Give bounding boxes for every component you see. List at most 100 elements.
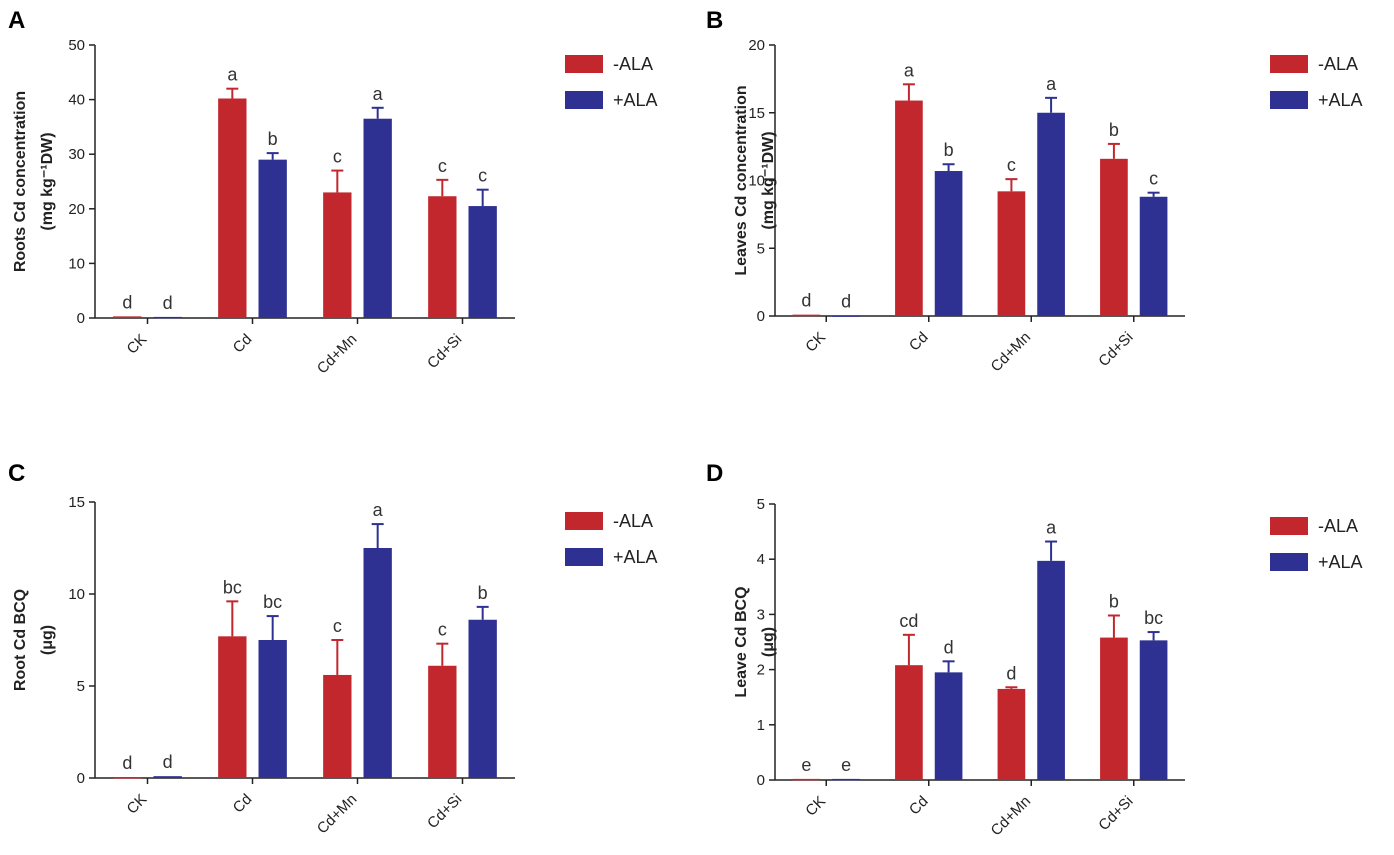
significance-letter: d — [163, 293, 173, 313]
bar-plusala — [934, 672, 963, 780]
bar-plusala — [153, 316, 182, 319]
panel-d: D 0 1 2 3 4 5 Leave Cd BCQ (μg) CK e e Cd cd d Cd+Mn d a C… — [706, 460, 1363, 839]
y-axis-title: Root Cd BCQ — [12, 589, 29, 691]
y-tick-label: 5 — [77, 678, 85, 695]
bar-plusala — [832, 315, 860, 317]
y-axis-title: Leaves Cd concentration — [733, 85, 750, 275]
significance-letter: cd — [899, 611, 918, 631]
significance-letter: bc — [263, 592, 282, 612]
y-tick-label: 4 — [757, 551, 765, 568]
legend-swatch — [565, 548, 603, 566]
bar-plusala — [934, 171, 963, 316]
x-tick-label: Cd — [906, 793, 932, 819]
y-tick-label: 20 — [68, 201, 85, 218]
x-tick-label: Cd+Mn — [988, 329, 1035, 376]
x-tick-label: Cd+Si — [424, 331, 465, 372]
x-tick-label: Cd — [230, 791, 256, 817]
bar-plusala — [1139, 196, 1168, 316]
significance-letter: c — [333, 616, 342, 636]
legend-swatch — [1270, 553, 1308, 571]
bar-minusala — [997, 191, 1026, 316]
legend-swatch — [565, 512, 603, 530]
y-tick-label: 0 — [77, 310, 85, 327]
y-tick-label: 1 — [757, 717, 765, 734]
significance-letter: e — [841, 755, 851, 775]
significance-letter: a — [227, 65, 238, 85]
panel-label: A — [8, 7, 25, 34]
legend-label: +ALA — [613, 90, 658, 110]
significance-letter: c — [1149, 169, 1158, 189]
x-tick-label: CK — [124, 791, 151, 818]
x-tick-label: Cd+Mn — [314, 791, 361, 838]
y-axis-title: Roots Cd concentration — [12, 91, 29, 272]
legend-swatch — [1270, 55, 1308, 73]
x-tick-label: Cd — [906, 329, 932, 355]
bar-plusala — [468, 206, 497, 318]
bar-plusala — [1037, 560, 1065, 780]
legend-label: -ALA — [613, 54, 653, 74]
x-tick-label: Cd — [230, 331, 256, 357]
legend-swatch — [1270, 91, 1308, 109]
y-axis-unit: (mg kg⁻¹DW) — [760, 131, 777, 229]
significance-letter: b — [268, 129, 278, 149]
y-tick-label: 50 — [68, 37, 85, 54]
y-axis-unit: (μg) — [760, 627, 777, 657]
significance-letter: d — [1006, 663, 1016, 683]
legend-label: +ALA — [613, 547, 658, 567]
significance-letter: b — [1109, 592, 1119, 612]
x-tick-label: Cd+Si — [424, 791, 465, 832]
legend-label: -ALA — [1318, 516, 1358, 536]
y-tick-label: 10 — [68, 255, 85, 272]
significance-letter: c — [478, 166, 487, 186]
significance-letter: a — [1046, 518, 1057, 538]
panel-label: B — [706, 7, 723, 34]
y-tick-label: 15 — [68, 494, 85, 511]
x-tick-label: CK — [802, 329, 829, 356]
legend-label: +ALA — [1318, 552, 1363, 572]
bar-plusala — [468, 619, 497, 778]
significance-letter: d — [801, 291, 811, 311]
significance-letter: d — [163, 752, 173, 772]
panel-label: D — [706, 460, 723, 487]
bar-minusala — [428, 665, 457, 778]
significance-letter: a — [373, 84, 384, 104]
legend-swatch — [565, 55, 603, 73]
y-tick-label: 40 — [68, 92, 85, 109]
significance-letter: d — [122, 292, 132, 312]
y-tick-label: 3 — [757, 606, 765, 623]
panel-a: A 0 10 20 30 40 50 Roots Cd concentration (mg kg… — [8, 7, 658, 377]
significance-letter: c — [333, 147, 342, 167]
bar-minusala — [218, 636, 247, 778]
bar-plusala — [832, 778, 860, 781]
legend-swatch — [565, 91, 603, 109]
bar-minusala — [113, 316, 142, 318]
y-tick-label: 0 — [757, 772, 765, 789]
y-tick-label: 2 — [757, 662, 765, 679]
significance-letter: a — [1046, 74, 1057, 94]
significance-letter: a — [373, 500, 384, 520]
bar-minusala — [323, 192, 352, 318]
significance-letter: b — [1109, 120, 1119, 140]
y-axis-unit: (mg kg⁻¹DW) — [39, 132, 56, 230]
bar-plusala — [258, 640, 287, 778]
significance-letter: c — [438, 620, 447, 640]
bar-minusala — [895, 100, 923, 317]
bar-minusala — [1100, 637, 1128, 780]
legend-label: -ALA — [613, 511, 653, 531]
x-tick-label: Cd+Si — [1095, 329, 1136, 370]
significance-letter: d — [841, 291, 851, 311]
panel-label: C — [8, 460, 25, 487]
y-tick-label: 0 — [77, 770, 85, 787]
bar-minusala — [218, 98, 247, 319]
bar-minusala — [113, 777, 142, 779]
bar-minusala — [792, 778, 821, 781]
x-tick-label: CK — [802, 793, 829, 820]
significance-letter: e — [801, 755, 811, 775]
y-tick-label: 0 — [757, 308, 765, 325]
y-tick-label: 5 — [757, 240, 765, 257]
bar-plusala — [1139, 640, 1168, 780]
bar-minusala — [323, 674, 352, 778]
significance-letter: a — [904, 60, 915, 80]
y-tick-label: 15 — [748, 105, 765, 122]
